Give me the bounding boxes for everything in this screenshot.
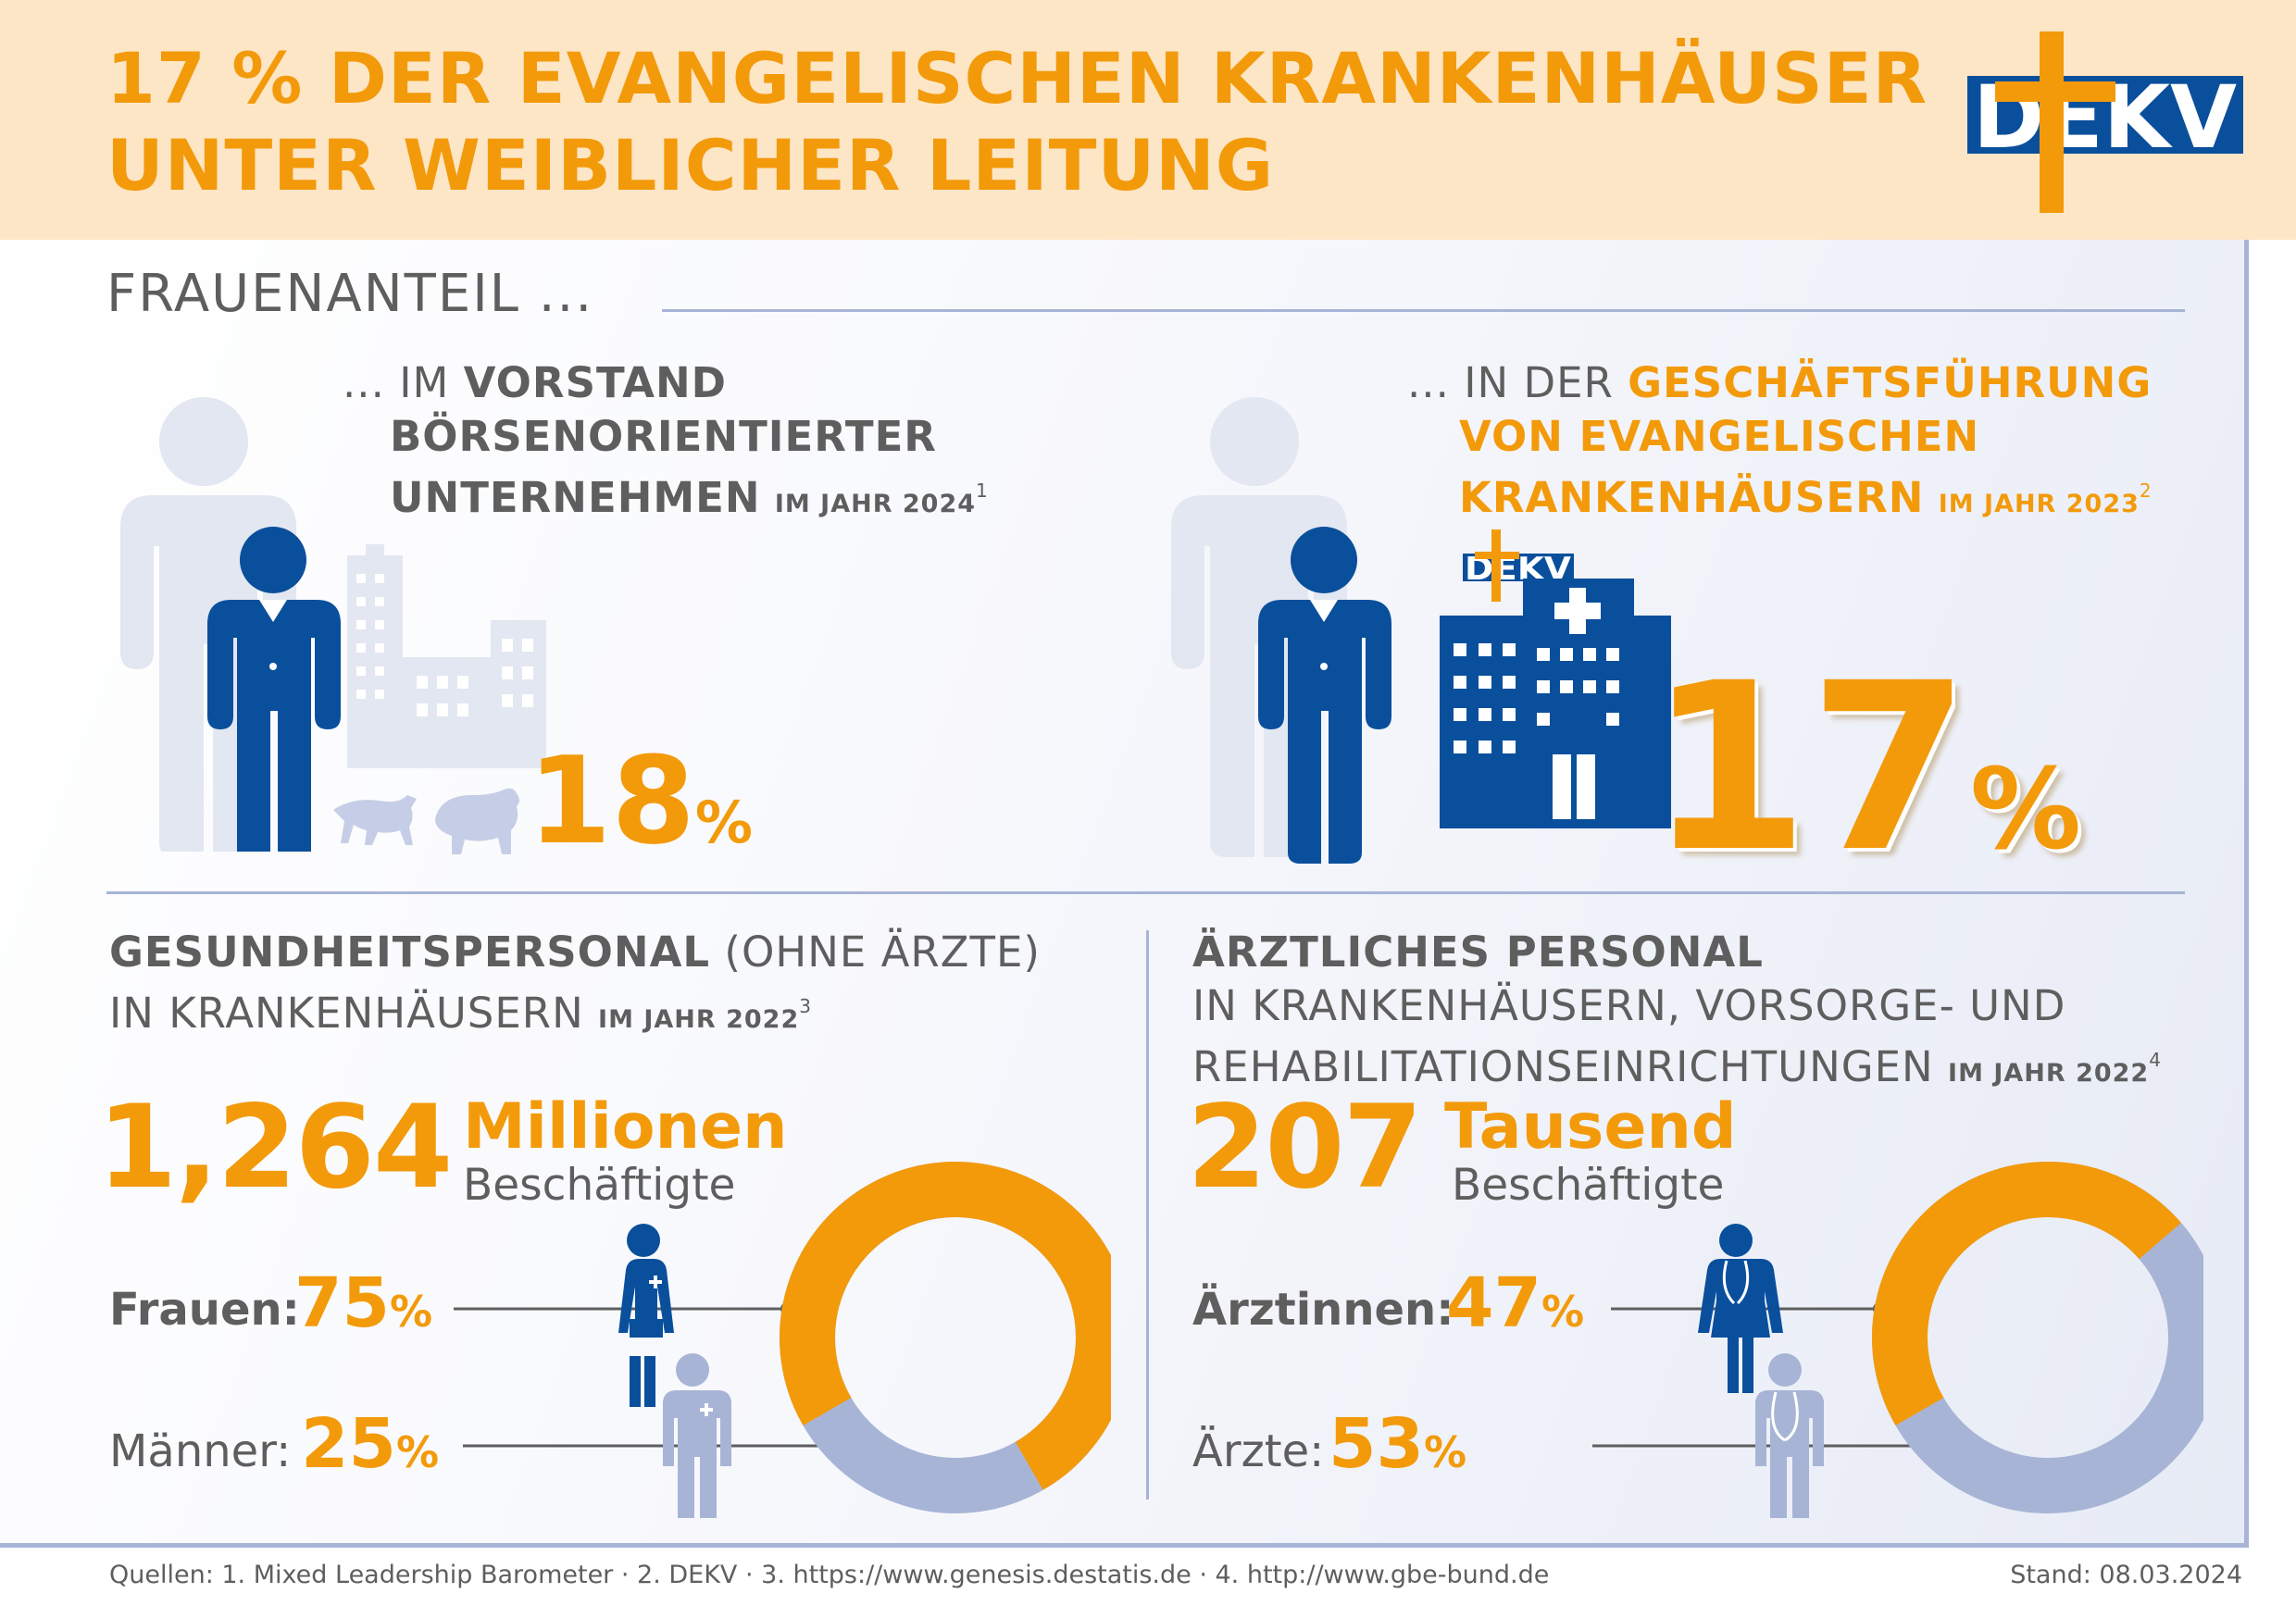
gp-heading: GESUNDHEITSPERSONAL (OHNE ÄRZTE) IN KRAN… — [109, 927, 1041, 1038]
ap-unit-sub: Beschäftigte — [1452, 1160, 1725, 1211]
logo-cross-vertical — [2040, 31, 2064, 213]
gp-unit-word: Millionen — [463, 1090, 788, 1164]
ap-women-label: Ärztinnen: — [1192, 1284, 1454, 1336]
bull-bear-icons — [333, 788, 519, 854]
dekv-logo: DEKV — [1967, 31, 2243, 213]
gp-unit-sub: Beschäftigte — [463, 1160, 736, 1211]
ap-heading: ÄRZTLICHES PERSONAL IN KRANKENHÄUSERN, V… — [1192, 927, 2162, 1091]
logo-cross-horizontal — [1995, 81, 2115, 102]
gp-chart — [454, 1162, 1111, 1518]
column-divider — [1146, 930, 1149, 1500]
ap-big-number: 207 — [1187, 1081, 1423, 1214]
gp-women-label: Frauen: — [109, 1284, 300, 1336]
ap-men-label: Ärzte: — [1192, 1425, 1325, 1477]
footer-sources: Quellen: 1. Mixed Leadership Barometer ·… — [109, 1561, 1550, 1589]
page-title: 17 % DER EVANGELISCHEN KRANKENHÄUSER UNT… — [106, 35, 1928, 209]
female-doctor-icon — [1698, 1224, 1783, 1393]
section-divider — [662, 309, 2185, 312]
ap-unit-word: Tausend — [1444, 1090, 1737, 1164]
gp-men-value: 25% — [301, 1404, 440, 1484]
gp-men-label: Männer: — [109, 1425, 292, 1477]
male-nurse-icon — [663, 1353, 731, 1518]
ap-men-value: 53% — [1329, 1404, 1467, 1484]
ap-women-value: 47% — [1446, 1263, 1585, 1343]
gf-figures: DEKV — [1171, 397, 1671, 864]
female-nurse-icon — [607, 1224, 674, 1407]
gp-big-number: 1,264 — [97, 1081, 453, 1214]
bull-icon — [333, 795, 417, 845]
vorstand-heading: ... IM VORSTAND BÖRSENORIENTIERTER UNTER… — [343, 358, 989, 522]
vorstand-percentage: 18% — [528, 730, 754, 871]
businessman-icon-blue — [1258, 527, 1391, 864]
gf-percentage: 17% — [1648, 633, 2082, 902]
middle-divider — [106, 891, 2185, 894]
title-line-2: UNTER WEIBLICHER LEITUNG — [106, 124, 1275, 206]
footer-date: Stand: 08.03.2024 — [2010, 1561, 2242, 1589]
section-label: FRAUENANTEIL ... — [106, 264, 594, 324]
gf-heading: ... IN DER GESCHÄFTSFÜHRUNG VON EVANGELI… — [1407, 358, 2152, 522]
businessman-icon-blue — [207, 527, 341, 852]
gp-donut-women-arc — [780, 1162, 1111, 1513]
header-banner: 17 % DER EVANGELISCHEN KRANKENHÄUSER UNT… — [0, 0, 2296, 240]
title-line-1: 17 % DER EVANGELISCHEN KRANKENHÄUSER — [106, 37, 1928, 119]
ap-chart — [1592, 1162, 2203, 1518]
dekv-logo-small: DEKV — [1463, 529, 1574, 602]
bear-icon — [435, 788, 519, 854]
skyscraper-icon — [347, 544, 546, 768]
vorstand-figures — [120, 397, 546, 852]
gp-women-value: 75% — [294, 1263, 433, 1343]
